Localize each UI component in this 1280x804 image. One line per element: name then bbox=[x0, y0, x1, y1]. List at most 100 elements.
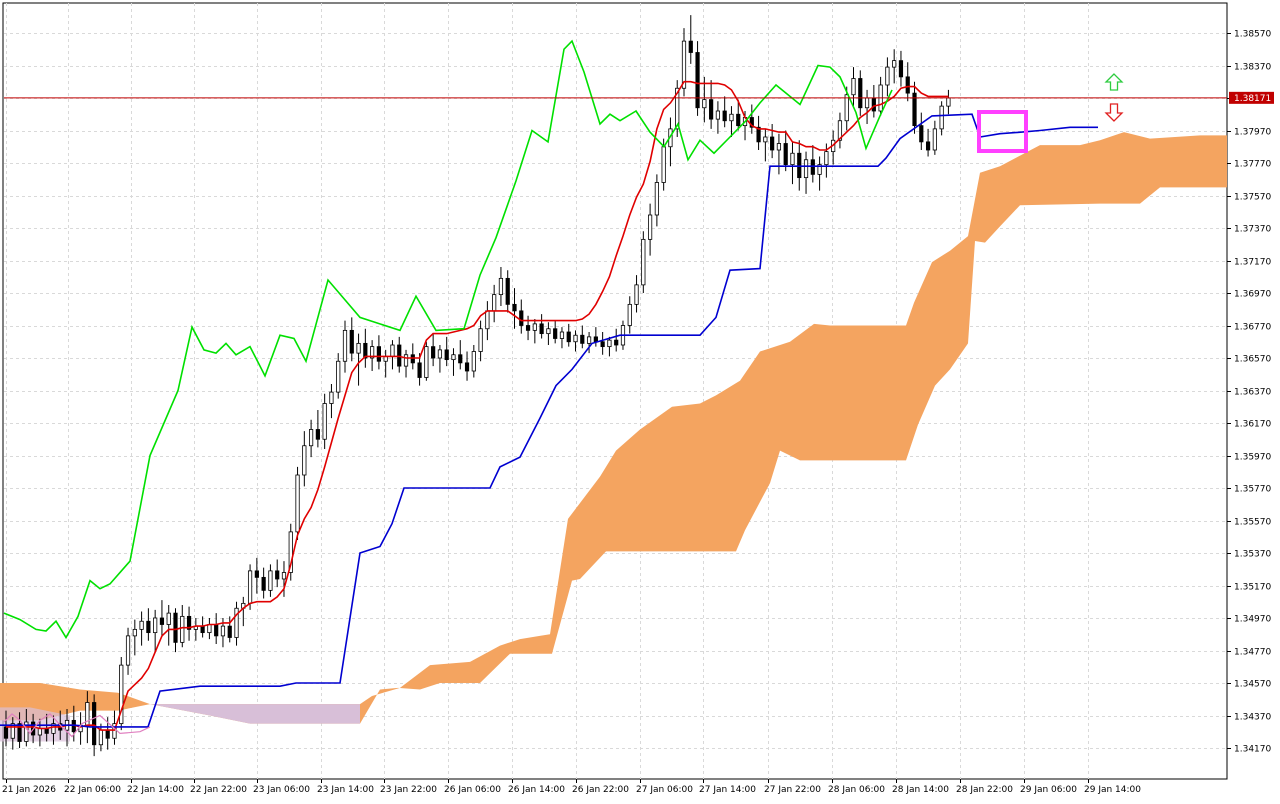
candle-up bbox=[641, 238, 646, 286]
candle-up bbox=[851, 78, 856, 96]
y-tick-label: 1.38570 bbox=[1234, 30, 1271, 40]
candle-up bbox=[308, 429, 314, 447]
candle-up bbox=[370, 346, 375, 359]
y-tick-label: 1.36370 bbox=[1234, 388, 1271, 398]
candle-up bbox=[790, 152, 795, 166]
candle-up bbox=[342, 329, 348, 362]
y-tick-label: 1.37170 bbox=[1234, 258, 1271, 268]
candle-up bbox=[776, 143, 782, 151]
candle-down bbox=[539, 323, 544, 335]
candle-up bbox=[864, 97, 870, 109]
kumo-bullish bbox=[0, 132, 1227, 724]
x-tick-label: 23 Jan 06:00 bbox=[253, 785, 310, 795]
x-tick-label: 22 Jan 14:00 bbox=[127, 785, 184, 795]
current-price-label: 1.38171 bbox=[1234, 94, 1271, 104]
y-tick-label: 1.36770 bbox=[1234, 323, 1271, 333]
candle-down bbox=[756, 126, 761, 143]
price-axis: 1.385701.383701.381701.379701.377701.375… bbox=[1227, 30, 1274, 755]
x-tick-label: 27 Jan 06:00 bbox=[636, 785, 693, 795]
candle-up bbox=[451, 354, 456, 361]
y-tick-label: 1.37770 bbox=[1234, 160, 1271, 170]
kumo-bearish bbox=[150, 704, 360, 724]
candle-down bbox=[227, 625, 232, 638]
candle-up bbox=[837, 120, 843, 141]
y-tick-label: 1.37370 bbox=[1234, 225, 1271, 235]
arrow-down-icon bbox=[1104, 103, 1124, 122]
candle-up bbox=[132, 628, 137, 637]
chikou-span-line bbox=[3, 39, 893, 640]
chart-overlays bbox=[4, 73, 1227, 153]
ichimoku-cloud bbox=[0, 132, 1227, 742]
candle-up bbox=[844, 94, 849, 122]
early-tenkan-overlay bbox=[3, 713, 151, 738]
candle-up bbox=[675, 87, 680, 130]
candle-up bbox=[322, 403, 327, 440]
x-tick-label: 28 Jan 14:00 bbox=[892, 785, 949, 795]
y-tick-label: 1.34770 bbox=[1234, 648, 1271, 658]
y-tick-label: 1.35770 bbox=[1234, 485, 1271, 495]
indicator-lines bbox=[0, 39, 1098, 738]
candle-up bbox=[51, 723, 56, 734]
candle-down bbox=[898, 60, 904, 78]
candle-down bbox=[349, 329, 354, 354]
candle-up bbox=[478, 328, 483, 352]
x-tick-label: 26 Jan 22:00 bbox=[572, 785, 629, 795]
candle-down bbox=[3, 726, 9, 739]
candle-up bbox=[559, 331, 565, 339]
candle-up bbox=[627, 303, 632, 326]
kijun-sen-line bbox=[0, 113, 1098, 728]
candle-up bbox=[634, 284, 639, 305]
candle-down bbox=[261, 576, 266, 591]
grid-layer bbox=[2, 2, 1228, 780]
candle-down bbox=[919, 125, 924, 143]
x-tick-label: 26 Jan 06:00 bbox=[444, 785, 501, 795]
candle-down bbox=[783, 143, 788, 166]
candle-down bbox=[214, 624, 219, 637]
candle-down bbox=[315, 429, 320, 440]
candle-down bbox=[505, 277, 510, 305]
candle-up bbox=[220, 625, 226, 637]
y-tick-label: 1.35170 bbox=[1234, 583, 1271, 593]
candle-up bbox=[37, 728, 43, 736]
candle-up bbox=[295, 474, 300, 533]
candle-down bbox=[695, 52, 700, 109]
candle-down bbox=[397, 344, 402, 367]
candle-up bbox=[715, 110, 721, 120]
candle-up bbox=[207, 624, 212, 634]
candle-up bbox=[288, 531, 293, 573]
candle-down bbox=[458, 354, 463, 364]
candle-up bbox=[139, 620, 144, 630]
highlight-box bbox=[977, 110, 1028, 153]
candle-up bbox=[946, 97, 951, 107]
tenkan-sen-line bbox=[6, 80, 949, 731]
candle-down bbox=[905, 76, 910, 94]
candle-down bbox=[92, 702, 97, 746]
candle-up bbox=[153, 617, 158, 634]
candle-up bbox=[546, 328, 551, 335]
candle-down bbox=[525, 325, 531, 331]
candle-down bbox=[173, 612, 178, 643]
candle-up bbox=[702, 99, 707, 109]
candle-up bbox=[247, 570, 253, 604]
x-tick-label: 21 Jan 2026 bbox=[2, 785, 56, 795]
candle-down bbox=[363, 342, 368, 359]
x-tick-label: 28 Jan 06:00 bbox=[828, 785, 885, 795]
candle-down bbox=[736, 113, 741, 127]
candle-up bbox=[729, 113, 734, 122]
y-tick-label: 1.34370 bbox=[1234, 713, 1271, 723]
candle-down bbox=[159, 617, 165, 625]
candle-up bbox=[681, 40, 687, 89]
y-tick-label: 1.34970 bbox=[1234, 615, 1271, 625]
candle-down bbox=[709, 99, 714, 120]
x-tick-label: 23 Jan 22:00 bbox=[380, 785, 437, 795]
candle-down bbox=[553, 328, 558, 339]
y-tick-label: 1.36170 bbox=[1234, 420, 1271, 430]
candle-down bbox=[444, 349, 449, 361]
candle-up bbox=[471, 351, 476, 372]
candle-down bbox=[770, 136, 775, 151]
candle-up bbox=[498, 277, 504, 296]
y-tick-label: 1.35970 bbox=[1234, 453, 1271, 463]
time-axis: 21 Jan 2026 22 Jan 06:00 22 Jan 14:00 22 Ja… bbox=[2, 779, 1141, 795]
